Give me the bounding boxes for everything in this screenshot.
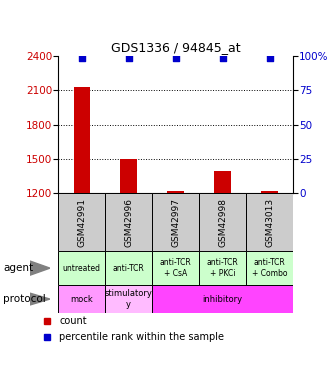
Bar [152, 285, 293, 313]
Bar [152, 251, 199, 285]
Text: anti-TCR: anti-TCR [113, 264, 145, 273]
Text: count: count [59, 315, 87, 326]
Text: anti-TCR
+ Combo: anti-TCR + Combo [252, 258, 287, 278]
Text: stimulatory
y: stimulatory y [105, 290, 153, 309]
Point [79, 55, 84, 61]
Bar [121, 159, 137, 193]
Text: percentile rank within the sample: percentile rank within the sample [59, 332, 224, 342]
Bar [199, 193, 246, 251]
Bar [261, 191, 278, 193]
Bar [74, 87, 90, 193]
Text: anti-TCR
+ CsA: anti-TCR + CsA [160, 258, 191, 278]
Bar [58, 193, 105, 251]
Bar [167, 191, 184, 193]
Text: mock: mock [70, 295, 93, 304]
Text: GSM42991: GSM42991 [77, 198, 86, 247]
Bar [58, 251, 105, 285]
Text: GSM42996: GSM42996 [124, 198, 133, 247]
Point [267, 55, 272, 61]
Text: protocol: protocol [3, 294, 46, 304]
Bar [214, 171, 231, 193]
Polygon shape [30, 261, 50, 275]
Bar [105, 285, 152, 313]
Bar [58, 285, 105, 313]
Bar [152, 193, 199, 251]
Title: GDS1336 / 94845_at: GDS1336 / 94845_at [111, 41, 240, 54]
Bar [105, 193, 152, 251]
Text: agent: agent [3, 263, 33, 273]
Text: anti-TCR
+ PKCi: anti-TCR + PKCi [207, 258, 238, 278]
Text: GSM42998: GSM42998 [218, 198, 227, 247]
Point [220, 55, 225, 61]
Point [126, 55, 131, 61]
Point [173, 55, 178, 61]
Text: inhibitory: inhibitory [202, 295, 243, 304]
Text: GSM42997: GSM42997 [171, 198, 180, 247]
Bar [199, 251, 246, 285]
Text: GSM43013: GSM43013 [265, 198, 274, 247]
Bar [246, 193, 293, 251]
Text: untreated: untreated [63, 264, 101, 273]
Polygon shape [30, 293, 50, 305]
Bar [246, 251, 293, 285]
Bar [105, 251, 152, 285]
